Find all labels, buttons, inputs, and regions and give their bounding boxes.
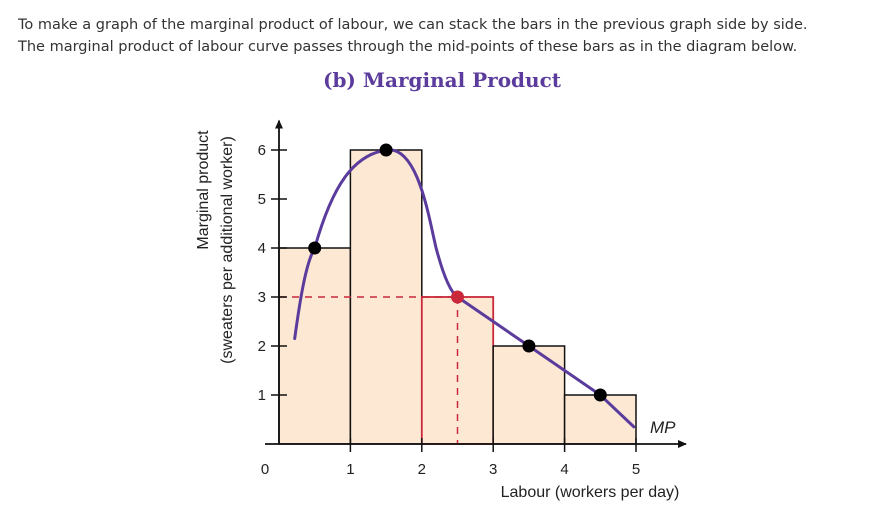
- x-tick-label-1: 1: [346, 461, 354, 478]
- midpoint-3: [451, 290, 464, 304]
- midpoint-4: [522, 339, 536, 353]
- mp-curve-label: MP: [650, 418, 676, 437]
- y-tick-label-5: 5: [258, 191, 266, 208]
- x-tick-label-5: 5: [632, 461, 640, 478]
- intro-line-1: To make a graph of the marginal product …: [18, 17, 808, 33]
- intro-line-2: The marginal product of labour curve pas…: [18, 39, 798, 55]
- x-tick-label-4: 4: [560, 461, 568, 478]
- x-tick-label-3: 3: [489, 461, 497, 478]
- y-tick-label-4: 4: [258, 240, 266, 257]
- bar-3: [420, 296, 495, 445]
- x-tick-label-0: 0: [261, 461, 269, 478]
- midpoint-1: [308, 241, 322, 255]
- bar-1: [278, 247, 352, 445]
- x-axis-title: Labour (workers per day): [501, 484, 680, 501]
- x-tick-label-2: 2: [418, 461, 426, 478]
- bar-4: [492, 345, 566, 445]
- y-axis-title-line-2: (sweaters per additional worker): [219, 136, 236, 364]
- y-tick-label-2: 2: [258, 338, 266, 355]
- midpoint-5: [593, 388, 607, 402]
- intro-text: To make a graph of the marginal product …: [18, 14, 868, 58]
- y-tick-label-3: 3: [258, 289, 266, 306]
- y-tick-label-6: 6: [258, 142, 266, 159]
- y-axis-title-line-1: Marginal product: [195, 130, 212, 250]
- chart-title: (b) Marginal Product: [322, 68, 561, 92]
- y-tick-label-1: 1: [258, 387, 266, 404]
- midpoint-2: [379, 143, 393, 157]
